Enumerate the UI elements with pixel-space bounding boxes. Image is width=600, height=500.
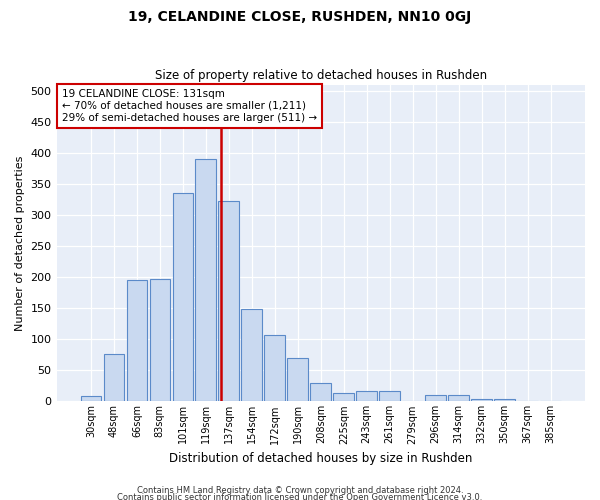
Bar: [448, 394, 469, 402]
Bar: [241, 310, 262, 402]
Bar: [173, 194, 193, 402]
Bar: [127, 280, 147, 402]
Bar: [104, 354, 124, 402]
Bar: [472, 399, 492, 402]
Bar: [310, 384, 331, 402]
Bar: [80, 396, 101, 402]
Bar: [540, 401, 561, 402]
Y-axis label: Number of detached properties: Number of detached properties: [15, 156, 25, 330]
Bar: [517, 401, 538, 402]
Bar: [494, 399, 515, 402]
Bar: [196, 159, 216, 402]
X-axis label: Distribution of detached houses by size in Rushden: Distribution of detached houses by size …: [169, 452, 472, 465]
Text: Contains public sector information licensed under the Open Government Licence v3: Contains public sector information licen…: [118, 494, 482, 500]
Bar: [356, 391, 377, 402]
Title: Size of property relative to detached houses in Rushden: Size of property relative to detached ho…: [155, 69, 487, 82]
Bar: [425, 395, 446, 402]
Bar: [265, 335, 285, 402]
Text: 19, CELANDINE CLOSE, RUSHDEN, NN10 0GJ: 19, CELANDINE CLOSE, RUSHDEN, NN10 0GJ: [128, 10, 472, 24]
Text: 19 CELANDINE CLOSE: 131sqm
← 70% of detached houses are smaller (1,211)
29% of s: 19 CELANDINE CLOSE: 131sqm ← 70% of deta…: [62, 90, 317, 122]
Bar: [334, 394, 354, 402]
Bar: [287, 358, 308, 402]
Bar: [379, 391, 400, 402]
Bar: [149, 279, 170, 402]
Bar: [218, 200, 239, 402]
Text: Contains HM Land Registry data © Crown copyright and database right 2024.: Contains HM Land Registry data © Crown c…: [137, 486, 463, 495]
